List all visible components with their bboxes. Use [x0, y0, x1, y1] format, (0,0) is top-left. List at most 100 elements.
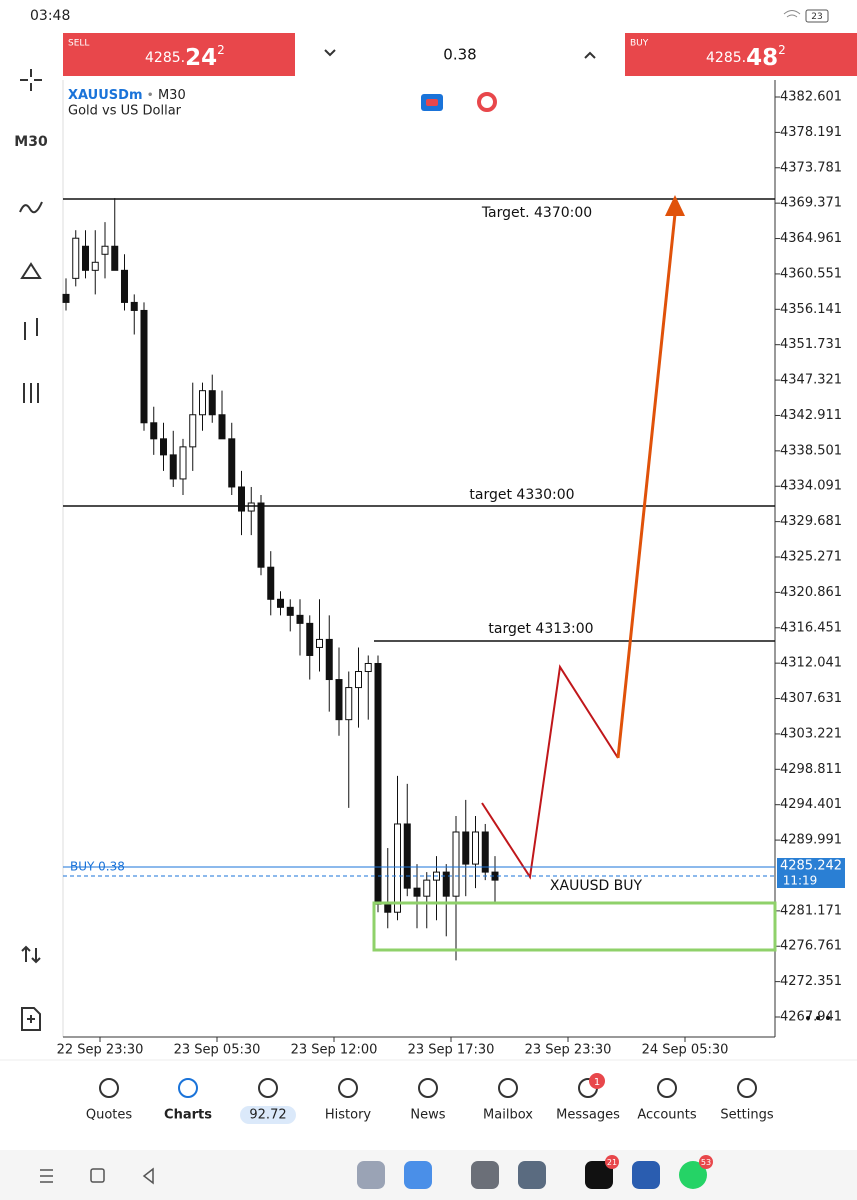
- settings-tool[interactable]: [23, 383, 39, 403]
- new-order-tool[interactable]: [21, 1007, 41, 1031]
- candle-body: [121, 269, 128, 303]
- nav-icon: [338, 1078, 358, 1098]
- candle-body: [316, 638, 323, 648]
- trade-tool[interactable]: [21, 945, 41, 964]
- candle-body: [160, 438, 167, 456]
- nav-item[interactable]: Charts: [164, 1078, 212, 1123]
- app-icon[interactable]: [404, 1161, 432, 1189]
- badge-count: 1: [594, 1077, 600, 1088]
- candle-body: [257, 502, 265, 568]
- symbol-name: XAUUSDm: [68, 88, 143, 103]
- nav-label: Messages: [556, 1108, 620, 1123]
- buy-price-big: 48: [746, 45, 778, 71]
- time-axis: 22 Sep 23:30 23 Sep 05:30 23 Sep 12:00 23 S…: [57, 1037, 729, 1058]
- battery-level: 23: [811, 12, 822, 22]
- position-label: BUY 0.38: [70, 860, 125, 874]
- price-tick-label: 4294.401: [780, 797, 842, 812]
- back-key[interactable]: [142, 1167, 154, 1185]
- symbol-description: Gold vs US Dollar: [68, 104, 182, 119]
- candle-body: [130, 301, 138, 311]
- nav-item[interactable]: Messages: [556, 1078, 620, 1123]
- nav-icon: [99, 1078, 119, 1098]
- countdown: 11:19: [783, 874, 818, 888]
- candle-body: [364, 662, 372, 673]
- annotation: XAUUSD BUY: [550, 878, 643, 894]
- price-tick-label: 4338.501: [780, 443, 842, 458]
- path-drawing: [481, 664, 619, 880]
- price-tick-label: 4347.321: [780, 373, 842, 388]
- symbol-timeframe: M30: [158, 88, 186, 103]
- app-icon[interactable]: [518, 1161, 546, 1189]
- candle-body: [62, 293, 70, 303]
- more-button[interactable]: [806, 1016, 830, 1020]
- candle-body: [82, 245, 89, 271]
- symbol-separator: •: [147, 90, 153, 101]
- price-tick-label: 4378.191: [780, 125, 842, 140]
- candle-body: [452, 831, 460, 897]
- app-icon[interactable]: [357, 1161, 385, 1189]
- candle-body: [481, 831, 489, 873]
- nav-label: 92.72: [249, 1108, 286, 1123]
- candle-body: [247, 502, 255, 512]
- price-tick-label: 4298.811: [780, 762, 842, 777]
- candle-body: [199, 390, 206, 416]
- one-click-icon-inner: [426, 99, 438, 106]
- timeframe-button[interactable]: M30: [14, 134, 48, 150]
- chart-type-tool[interactable]: [24, 318, 38, 340]
- candle-body: [286, 606, 294, 616]
- candle-body: [403, 823, 411, 889]
- dot: [826, 1016, 830, 1020]
- nav-label: History: [325, 1108, 372, 1123]
- nav-pill: [240, 1106, 296, 1124]
- wifi-icon: [783, 10, 801, 18]
- nav-item[interactable]: History: [325, 1078, 372, 1123]
- app-icon[interactable]: [632, 1161, 660, 1189]
- time-label: 24 Sep 05:30: [642, 1043, 729, 1058]
- candle-body: [394, 823, 401, 913]
- sell-price-sup: 2: [217, 43, 225, 57]
- volume-up[interactable]: [584, 51, 596, 59]
- candle-body: [423, 879, 431, 897]
- app-icon[interactable]: [679, 1161, 707, 1189]
- buy-button[interactable]: BUY 4285.482: [625, 33, 857, 76]
- indicators-tool[interactable]: [19, 201, 43, 214]
- nav-item[interactable]: Quotes: [86, 1078, 133, 1123]
- sell-button[interactable]: SELL 4285.242: [63, 33, 295, 76]
- nav-item[interactable]: Accounts: [637, 1078, 697, 1123]
- nav-item[interactable]: News: [410, 1078, 446, 1123]
- volume-value[interactable]: 0.38: [443, 46, 476, 64]
- badge: [589, 1073, 605, 1089]
- volume-down[interactable]: [324, 49, 336, 57]
- price-tick-label: 4356.141: [780, 302, 842, 317]
- price-tick-label: 4272.351: [780, 974, 842, 989]
- price-tick-label: 4312.041: [780, 656, 842, 671]
- dot: [806, 1016, 810, 1020]
- objects-tool[interactable]: [20, 262, 42, 279]
- nav-item[interactable]: Settings: [720, 1078, 774, 1123]
- nav-label: Quotes: [86, 1108, 133, 1123]
- price-tick-label: 4281.171: [780, 903, 842, 918]
- price-tick-label: 4320.861: [780, 585, 842, 600]
- menu-key[interactable]: [40, 1169, 53, 1183]
- price-tick-label: 4351.731: [780, 337, 842, 352]
- candle-body: [355, 671, 362, 689]
- signal-icon[interactable]: [477, 92, 497, 112]
- nav-label: Settings: [720, 1108, 774, 1123]
- home-key[interactable]: [90, 1168, 105, 1183]
- nav-item[interactable]: Mailbox: [483, 1078, 533, 1123]
- price-tick-label: 4316.451: [780, 620, 842, 635]
- candle-body: [374, 662, 382, 905]
- app-icon[interactable]: [471, 1161, 499, 1189]
- candle-body: [218, 414, 226, 440]
- current-price: 4285.242: [780, 859, 842, 874]
- annotation: target 4330:00: [469, 487, 574, 503]
- candle-body: [140, 309, 148, 424]
- crosshair-tool[interactable]: [20, 69, 42, 91]
- candle-body: [325, 638, 333, 681]
- nav-icon: [258, 1078, 278, 1098]
- app-icon[interactable]: [585, 1161, 613, 1189]
- arrow-head: [665, 195, 685, 216]
- badge: [699, 1155, 713, 1169]
- nav-item[interactable]: 92.72: [240, 1078, 296, 1124]
